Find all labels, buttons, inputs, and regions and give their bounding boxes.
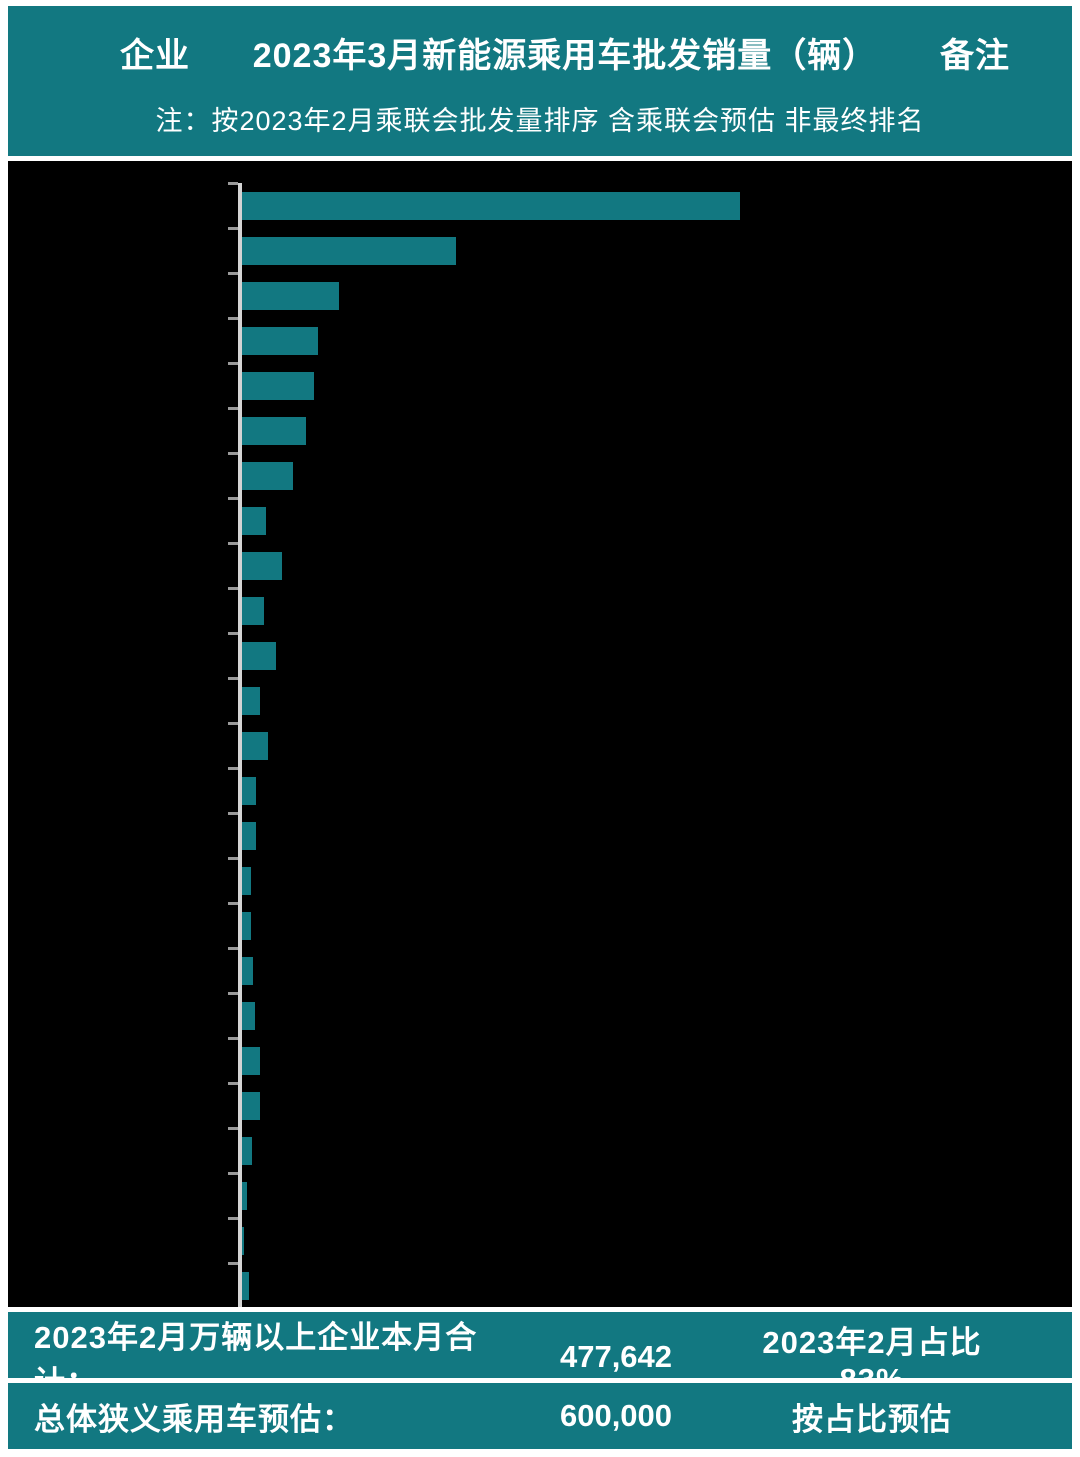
axis-tick xyxy=(228,1082,238,1085)
axis-tick xyxy=(228,1037,238,1040)
footer-estimate-row: 总体狭义乘用车预估： 600,000 按占比预估 xyxy=(8,1383,1072,1449)
bar-row xyxy=(242,228,1060,273)
bar xyxy=(242,641,276,670)
column-header-company: 企业 xyxy=(120,37,190,75)
bar-row xyxy=(242,1263,1060,1307)
bar xyxy=(242,731,269,760)
footer-estimate-note: 按占比预估 xyxy=(792,1401,952,1437)
axis-tick xyxy=(228,317,238,320)
bar-row xyxy=(242,543,1060,588)
bar-row xyxy=(242,813,1060,858)
axis-tick xyxy=(228,992,238,995)
axis-tick xyxy=(228,227,238,230)
axis-tick xyxy=(228,542,238,545)
table-header-band: 企业 2023年3月新能源乘用车批发销量（辆） 备注 注：按2023年2月乘联会… xyxy=(8,6,1072,156)
bar-row xyxy=(242,948,1060,993)
bar-row xyxy=(242,363,1060,408)
bar xyxy=(242,686,261,715)
bar-chart-panel xyxy=(8,161,1072,1307)
bar xyxy=(242,911,252,940)
footer-total-note: 2023年2月占比83% xyxy=(762,1324,982,1397)
bar xyxy=(242,236,457,265)
axis-tick xyxy=(228,947,238,950)
bar-row xyxy=(242,723,1060,768)
bar xyxy=(242,191,741,220)
bar xyxy=(242,461,293,490)
axis-tick xyxy=(228,632,238,635)
bar xyxy=(242,1091,261,1120)
axis-tick xyxy=(228,362,238,365)
axis-tick xyxy=(228,497,238,500)
axis-tick xyxy=(228,767,238,770)
bar-row xyxy=(242,1038,1060,1083)
title-row: 企业 2023年3月新能源乘用车批发销量（辆） 备注 xyxy=(8,22,1072,77)
bar-row xyxy=(242,633,1060,678)
axis-tick xyxy=(228,1262,238,1265)
axis-tick xyxy=(228,407,238,410)
bar-row xyxy=(242,768,1060,813)
bar-row xyxy=(242,318,1060,363)
chart-title: 2023年3月新能源乘用车批发销量（辆） xyxy=(252,37,878,75)
axis-tick xyxy=(228,857,238,860)
y-axis-line xyxy=(228,182,242,1307)
footer-total-value: 477,642 xyxy=(559,1339,673,1374)
bar-row xyxy=(242,183,1060,228)
axis-tick xyxy=(228,722,238,725)
axis-tick xyxy=(228,677,238,680)
column-header-note: 备注 xyxy=(939,37,1010,75)
bar-plot xyxy=(242,183,1060,1307)
axis-tick xyxy=(228,1217,238,1220)
bar xyxy=(242,1181,247,1210)
axis-tick xyxy=(228,452,238,455)
bar xyxy=(242,416,306,445)
bar-row xyxy=(242,1173,1060,1218)
axis-tick xyxy=(228,1127,238,1130)
bar xyxy=(242,551,282,580)
footer-total-row: 2023年2月万辆以上企业本月合计： 477,642 2023年2月占比83% xyxy=(8,1312,1072,1400)
bar xyxy=(242,596,264,625)
axis-tick xyxy=(228,272,238,275)
axis-tick xyxy=(228,812,238,815)
bar-row xyxy=(242,408,1060,453)
chart-subtitle: 注：按2023年2月乘联会批发量排序 含乘联会预估 非最终排名 xyxy=(155,106,925,136)
bar xyxy=(242,1271,249,1300)
bar xyxy=(242,1136,253,1165)
bar-row xyxy=(242,273,1060,318)
bar xyxy=(242,956,254,985)
bar-row xyxy=(242,858,1060,903)
bar-row xyxy=(242,678,1060,723)
bar xyxy=(242,1001,255,1030)
bar xyxy=(242,326,318,355)
bar-row xyxy=(242,1128,1060,1173)
footer-estimate-label: 总体狭义乘用车预估： xyxy=(34,1401,354,1437)
bar xyxy=(242,1046,260,1075)
axis-tick xyxy=(228,902,238,905)
bar xyxy=(242,776,257,805)
bar-row xyxy=(242,498,1060,543)
axis-tick xyxy=(228,1172,238,1175)
bar xyxy=(242,821,257,850)
axis-tick xyxy=(228,182,238,185)
bar xyxy=(242,371,315,400)
bar xyxy=(242,281,340,310)
bar xyxy=(242,866,252,895)
footer-estimate-value: 600,000 xyxy=(559,1398,673,1433)
bar-row xyxy=(242,1083,1060,1128)
bar-row xyxy=(242,588,1060,633)
bar xyxy=(242,1226,245,1255)
axis-tick xyxy=(228,587,238,590)
bar-row xyxy=(242,903,1060,948)
bar-row xyxy=(242,993,1060,1038)
bar xyxy=(242,506,267,535)
bar-row xyxy=(242,453,1060,498)
bar-row xyxy=(242,1218,1060,1263)
